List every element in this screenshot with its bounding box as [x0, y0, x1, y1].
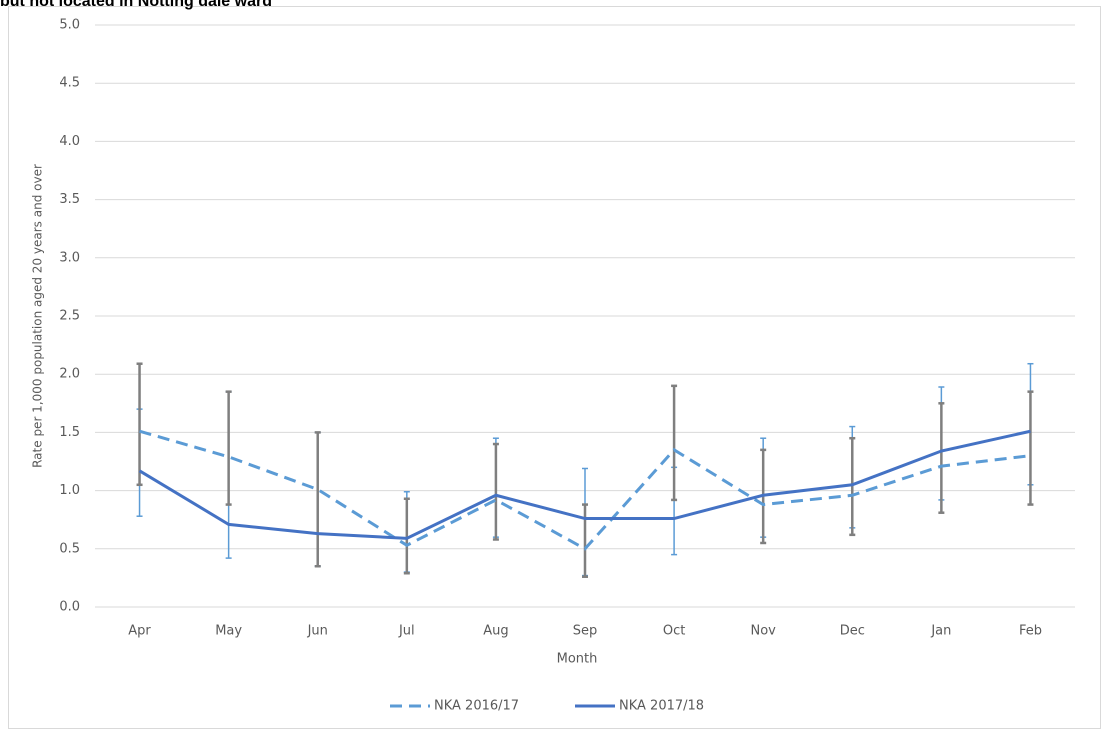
- y-tick-label: 2.0: [59, 367, 80, 382]
- error-bar: [938, 402, 945, 514]
- error-bar: [492, 442, 499, 541]
- y-tick-label: 0.0: [59, 600, 80, 615]
- x-tick-label: Feb: [1019, 624, 1042, 639]
- error-bar: [1027, 390, 1034, 506]
- chart-title: but not located in Notting dale ward: [0, 0, 272, 10]
- y-tick-label: 1.5: [59, 425, 80, 440]
- x-tick-label: Apr: [128, 624, 151, 639]
- x-tick-label: Sep: [573, 624, 598, 639]
- y-axis-label: Rate per 1,000 population aged 20 years …: [31, 164, 45, 468]
- legend-label: NKA 2016/17: [434, 699, 519, 714]
- y-tick-label: 1.0: [59, 483, 80, 498]
- y-tick-label: 2.5: [59, 309, 80, 324]
- y-tick-label: 4.0: [59, 134, 80, 149]
- x-tick-label: May: [215, 624, 242, 639]
- series-line: [138, 429, 1031, 540]
- x-tick-label: Nov: [750, 624, 776, 639]
- error-bar: [403, 497, 410, 575]
- y-tick-label: 5.0: [59, 18, 80, 33]
- x-tick-label: Jul: [398, 624, 415, 639]
- y-tick-label: 3.5: [59, 192, 80, 207]
- error-bar: [314, 431, 321, 568]
- y-tick-label: 3.0: [59, 250, 80, 265]
- error-bar: [136, 362, 143, 487]
- error-bar: [225, 390, 232, 506]
- x-tick-label: Jun: [307, 624, 328, 639]
- x-tick-label: Aug: [483, 624, 508, 639]
- series-line: [139, 429, 1031, 551]
- error-bar: [849, 436, 856, 537]
- chart-frame: [8, 6, 1101, 729]
- x-tick-label: Oct: [663, 624, 685, 639]
- x-tick-label: Dec: [840, 624, 865, 639]
- error-bar: [671, 384, 678, 502]
- x-axis-label: Month: [557, 652, 598, 667]
- legend-label: NKA 2017/18: [619, 699, 704, 714]
- x-tick-label: Jan: [930, 624, 951, 639]
- y-tick-label: 0.5: [59, 541, 80, 556]
- y-tick-label: 4.5: [59, 76, 80, 91]
- error-bar: [582, 503, 588, 578]
